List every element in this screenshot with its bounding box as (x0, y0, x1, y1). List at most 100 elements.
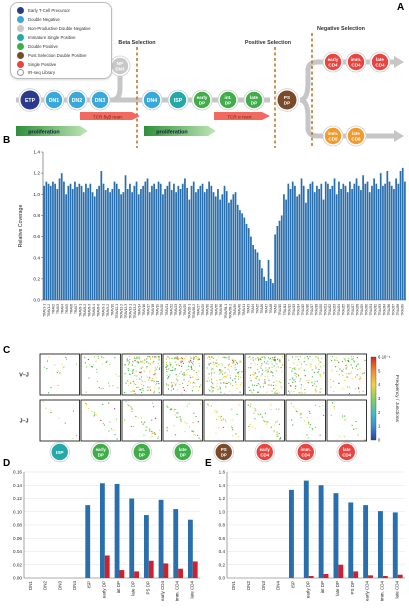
panel-c-heatmap-cell (275, 435, 278, 437)
panel-c-heatmap-cell (249, 374, 251, 376)
panel-c-heatmap-cell (254, 408, 256, 410)
panel-b-x-tick-label: TRAJ18 (315, 304, 319, 316)
panel-c-heatmap-cell (151, 378, 153, 380)
panel-c-heatmap-cell (136, 356, 138, 358)
panel-c-heatmap-cell (171, 357, 173, 359)
panel-c-vj-heatmap (39, 353, 80, 396)
panel-d-x-tick-label: int DP (116, 581, 121, 593)
panel-c-heatmap-cell (208, 388, 210, 390)
panel-c-heatmap-cell (128, 363, 130, 365)
panel-c-heatmap-cell (154, 356, 156, 358)
panel-c-colorbar-tick: 6·10⁻⁴ (378, 355, 391, 360)
panel-c-heatmap-cell (98, 387, 100, 389)
panel-c-heatmap-cell (193, 412, 195, 414)
panel-c-heatmap-cell (289, 379, 291, 381)
panel-b-bar (245, 223, 248, 300)
panel-e-y-tick-label: 0.0 (219, 576, 226, 581)
panel-c-heatmap-cell (158, 392, 160, 394)
positive-selection-label: Positive Selection (245, 40, 291, 46)
panel-b-x-tick-label: TRAV13-2 (133, 304, 137, 319)
panel-b-bar (124, 175, 127, 300)
panel-c-heatmap-cell (134, 357, 136, 360)
panel-c-heatmap-cell (300, 416, 302, 418)
panel-d-y-tick-label: 0.16 (13, 470, 22, 475)
panel-c-heatmap-cell (236, 413, 238, 416)
panel-c-heatmap-cell (323, 414, 325, 416)
panel-b-bar (294, 185, 296, 300)
panel-c-heatmap-cell (198, 437, 200, 439)
panel-b-bar (327, 183, 329, 300)
panel-c-heatmap-cell (219, 369, 221, 371)
panel-b-y-tick-label: 0.2 (33, 276, 40, 282)
panel-e-x-tick-label: int DP (320, 581, 325, 593)
panel-c-heatmap-cell (195, 356, 197, 358)
panel-c-heatmap-cell (113, 429, 115, 431)
panel-c-heatmap-cell (247, 357, 249, 359)
panel-c-heatmap-cell (334, 359, 336, 361)
panel-c-heatmap-cell (174, 369, 176, 371)
panel-b-bar (318, 189, 320, 300)
panel-b-x-tick-label: TRAJ31 (369, 304, 373, 316)
panel-c-heatmap-cell (268, 379, 270, 381)
panel-c-heatmap-cell (293, 367, 295, 369)
panel-c-heatmap-cell (307, 437, 309, 439)
stage-late-cd8 (347, 127, 365, 145)
panel-b-bar (126, 189, 129, 300)
panel-c-heatmap-cell (176, 389, 178, 391)
panel-c-heatmap-cell (237, 372, 239, 374)
panel-b-x-tick-label: TRAJ12 (287, 304, 291, 316)
panel-b-bar (357, 185, 360, 300)
panel-c-heatmap-cell (208, 373, 210, 375)
panel-c-vj-heatmap (285, 353, 326, 396)
panel-c-heatmap-cell (131, 408, 133, 410)
panel-c-heatmap-cell (294, 358, 296, 360)
panel-c-heatmap-cell (280, 386, 283, 388)
panel-c-heatmap-cell (177, 416, 179, 418)
panel-c-heatmap-cell (311, 359, 313, 361)
panel-b-bar (377, 189, 380, 300)
panel-c-heatmap-cell (140, 361, 142, 363)
tcr-alpha-rearr-label: TCR α rearr. (227, 114, 252, 119)
panel-c-heatmap-cell (169, 365, 171, 367)
panel-c-heatmap-cell (167, 384, 169, 386)
panel-c-heatmap-cell (317, 357, 319, 359)
panel-c-heatmap-cell (115, 374, 117, 376)
panel-b-bar (199, 185, 202, 300)
panel-c-heatmap-cell (171, 382, 173, 384)
panel-b-bar (214, 196, 217, 300)
panel-b-x-tick-label: TRAJ13 (292, 304, 296, 316)
panel-c-heatmap-cell (171, 384, 173, 386)
legend-label: Immature Single Positive (28, 35, 76, 40)
panel-c-heatmap-cell (250, 363, 252, 365)
panel-b-bar (399, 171, 402, 300)
panel-c-heatmap-cell (207, 403, 209, 405)
panel-c-heatmap-cell (359, 391, 361, 393)
panel-c-heatmap-cell (199, 403, 202, 405)
panel-c-heatmap-cell (180, 392, 183, 394)
panel-c-heatmap-cell (109, 421, 111, 423)
panel-b-bar (111, 189, 114, 300)
panel-c-heatmap-cell (249, 406, 251, 408)
panel-b-bar (74, 181, 76, 300)
panel-c-heatmap-cell (346, 366, 348, 368)
panel-b-bar (320, 183, 323, 300)
panel-c-heatmap-cell (306, 356, 308, 358)
panel-b-bar (203, 192, 206, 300)
panel-c-heatmap-cell (351, 424, 353, 426)
panel-c-heatmap-cell (143, 422, 145, 424)
panel-b-bar (144, 181, 147, 300)
panel-c-heatmap-cell (336, 370, 338, 372)
panel-label-b: B (3, 135, 11, 146)
panel-c-heatmap-cell (153, 432, 156, 434)
panel-b-bar (82, 192, 85, 300)
panel-b-bar (118, 189, 120, 300)
panel-c-heatmap-cell (343, 368, 345, 370)
panel-c-heatmap-cell (128, 363, 130, 365)
panel-b-bar (87, 187, 89, 300)
legend-item: IR-seq Library (17, 69, 55, 76)
panel-b-bar (80, 185, 83, 300)
panel-c-heatmap-cell (57, 384, 59, 387)
panel-c-heatmap-cell (131, 364, 134, 366)
panel-c-heatmap-cell (216, 365, 218, 367)
legend-label: Non-Productive Double Negative (28, 26, 91, 31)
